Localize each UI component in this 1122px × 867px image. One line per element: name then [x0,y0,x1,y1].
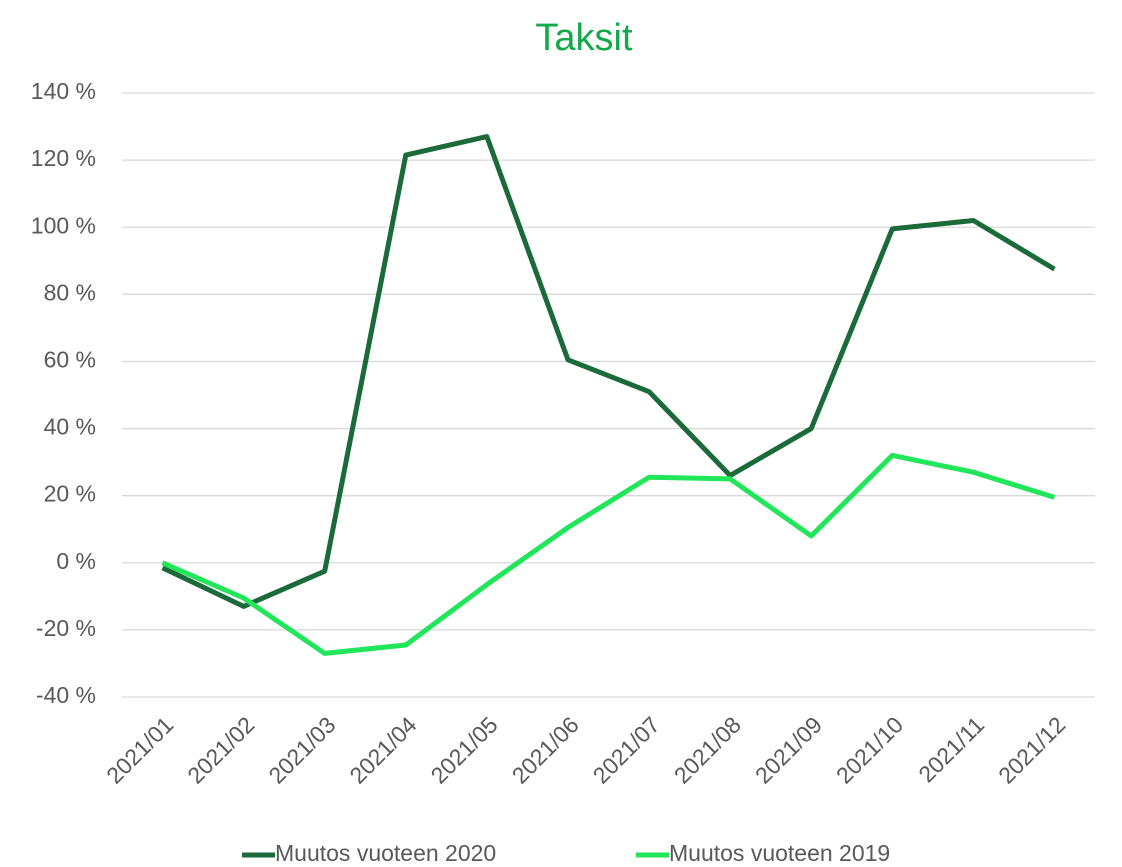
y-tick-label: 80 % [44,279,96,305]
x-tick-label: 2021/01 [101,711,178,788]
y-tick-label: 60 % [44,347,96,373]
x-tick-label: 2021/10 [831,711,908,788]
y-tick-label: 100 % [31,212,96,238]
x-tick-label: 2021/06 [507,711,584,788]
legend-label: Muutos vuoteen 2019 [669,840,890,866]
y-tick-label: 40 % [44,414,96,440]
x-tick-label: 2021/09 [750,711,827,788]
x-tick-label: 2021/03 [263,711,340,788]
x-tick-label: 2021/02 [182,711,259,788]
series-line [161,134,1056,609]
y-tick-label: 120 % [31,145,96,171]
y-tick-label: 0 % [56,548,96,574]
y-tick-label: 20 % [44,481,96,507]
y-tick-label: 140 % [31,78,96,104]
y-tick-label: -20 % [36,615,96,641]
x-tick-label: 2021/05 [426,711,503,788]
x-tick-label: 2021/08 [669,711,746,788]
x-tick-label: 2021/04 [344,711,421,788]
chart-title: Taksit [535,17,633,59]
x-tick-label: 2021/12 [993,711,1070,788]
x-tick-label: 2021/07 [588,711,665,788]
series-line [161,452,1056,656]
x-tick-label: 2021/11 [913,711,989,787]
legend-label: Muutos vuoteen 2020 [275,840,496,866]
y-tick-label: -40 % [36,682,96,708]
